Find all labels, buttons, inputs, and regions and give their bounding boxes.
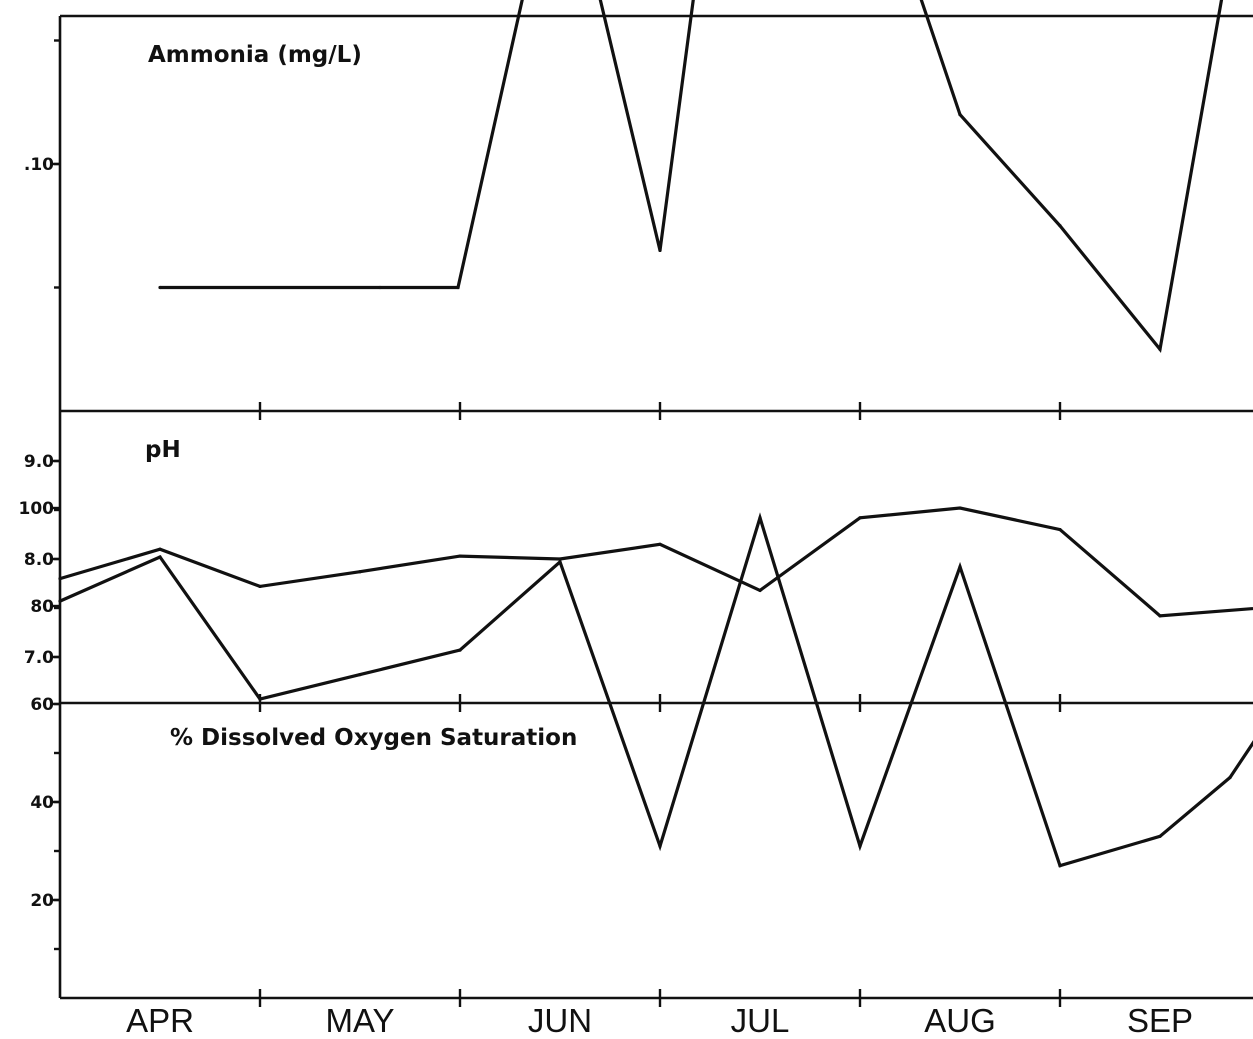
chart-panels: .10.20.30.40Ammonia (mg/L) 7.0 8.0 9.0 pH 20 4… (19, 0, 1253, 1007)
panel-2-data-point (1158, 834, 1162, 838)
panel-2-data-point (358, 673, 362, 677)
panel-2-data-point (158, 555, 162, 559)
panel-2-data-point (1058, 864, 1062, 868)
panel-1-data-point (458, 554, 462, 558)
month-label-jul: JUL (731, 1002, 790, 1039)
y-tick-label: 100 (19, 499, 55, 519)
panel-1-data-point (258, 584, 262, 589)
panel-1-data-point (158, 547, 162, 551)
y-tick-label: 20 (30, 891, 54, 911)
month-label-aug: AUG (924, 1002, 996, 1039)
panel-0-data-point (378, 285, 382, 290)
panel-2-data-point (658, 844, 662, 848)
panel-0-data-point (1058, 224, 1062, 228)
panel-1: 7.0 8.0 9.0 pH (24, 411, 1253, 712)
panel-1-data-point (358, 570, 362, 574)
panel-1-data-point (1158, 614, 1162, 618)
panel-0-data-point (158, 285, 162, 290)
panel-0-title: Ammonia (mg/L) (148, 42, 362, 68)
y-tick-label: 8.0 (24, 550, 54, 570)
panel-0-data-point (456, 285, 460, 290)
panel-1-data-point (758, 588, 762, 592)
panel-2: 20 40 60 80 100 % Dissolved Oxygen Saturation (19, 499, 1253, 1007)
panel-2-data-point (758, 516, 762, 520)
month-label-jun: JUN (528, 1002, 592, 1039)
panel-2-series-line (59, 512, 1253, 868)
panel-2-data-point (558, 560, 562, 564)
panel-0-data-point (958, 113, 962, 117)
panel-2-data-point (858, 844, 862, 848)
panel-1-data-point (658, 542, 662, 546)
y-tick-label: 9.0 (24, 452, 54, 472)
month-label-apr: APR (126, 1002, 194, 1039)
month-label-sep: SEP (1127, 1002, 1193, 1039)
panel-2-title: % Dissolved Oxygen Saturation (170, 725, 577, 751)
y-tick-label: .10 (24, 155, 54, 175)
panel-1-data-point (958, 506, 962, 510)
panel-1-data-point (858, 516, 862, 520)
panel-2-data-point (1228, 775, 1232, 780)
month-label-may: MAY (325, 1002, 394, 1039)
month-axis: APR MAY JUN JUL AUG SEP (126, 1002, 1193, 1039)
panel-2-data-point (458, 648, 462, 652)
panel-2-data-point (58, 599, 62, 603)
panel-0: .10.20.30.40Ammonia (mg/L) (24, 0, 1253, 420)
y-tick-label: 40 (30, 793, 54, 813)
panel-0-data-point (658, 248, 662, 253)
panel-0-data-point (1158, 347, 1162, 351)
panel-1-series-line (59, 506, 1253, 618)
panel-2-data-point (958, 565, 962, 569)
y-tick-label: 60 (30, 695, 54, 715)
panel-1-data-point (1058, 528, 1062, 532)
y-tick-label: 80 (30, 597, 54, 617)
panel-2-data-point (258, 697, 262, 701)
y-tick-label: 7.0 (24, 648, 54, 668)
panel-1-data-point (58, 577, 62, 581)
panel-1-title: pH (145, 437, 181, 463)
